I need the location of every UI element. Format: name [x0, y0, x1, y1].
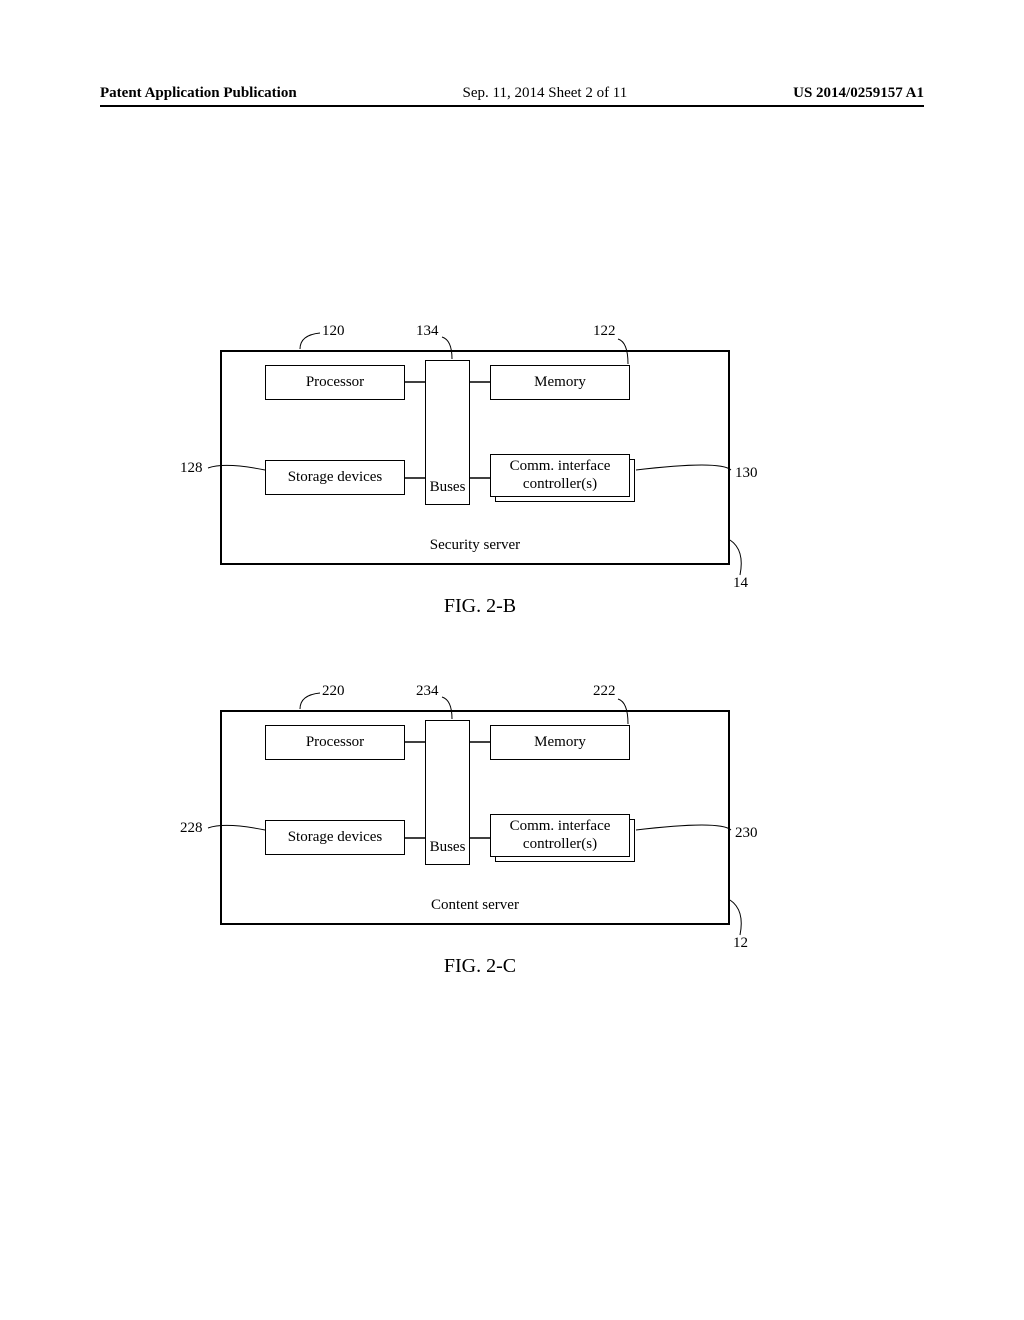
fig2b-processor-label: Processor	[306, 374, 364, 391]
fig2c-processor-label: Processor	[306, 734, 364, 751]
fig2b-memory-label: Memory	[534, 374, 586, 391]
fig2b-memory-box: Memory	[490, 365, 630, 400]
page-header: Patent Application Publication Sep. 11, …	[100, 85, 924, 107]
fig2c-memory-label: Memory	[534, 734, 586, 751]
fig2c-processor-box: Processor	[265, 725, 405, 760]
fig2c-comm-label-1: Comm. interface	[510, 818, 611, 835]
fig2c-ref-memory: 222	[593, 683, 616, 700]
fig2b-comm-label-2: controller(s)	[523, 476, 597, 493]
fig2b-buses-label: Buses	[430, 479, 466, 496]
patent-page: Patent Application Publication Sep. 11, …	[0, 0, 1024, 1320]
fig2c-comm-box: Comm. interface controller(s)	[490, 814, 630, 857]
fig2b-storage-box: Storage devices	[265, 460, 405, 495]
fig2b-ref-memory: 122	[593, 323, 616, 340]
header-right: US 2014/0259157 A1	[793, 85, 924, 102]
fig2c-ref-outer: 12	[733, 935, 748, 952]
fig2b-ref-outer: 14	[733, 575, 748, 592]
fig2b-ref-processor: 120	[322, 323, 345, 340]
fig2b-comm-label-1: Comm. interface	[510, 458, 611, 475]
fig2c-ref-processor: 220	[322, 683, 345, 700]
header-center: Sep. 11, 2014 Sheet 2 of 11	[463, 85, 628, 102]
fig2c-storage-label: Storage devices	[288, 829, 383, 846]
fig2b-ref-storage: 128	[180, 460, 203, 477]
fig2c-ref-comm: 230	[735, 825, 758, 842]
fig2c-ref-storage: 228	[180, 820, 203, 837]
fig2b-outer-label: Security server	[220, 537, 730, 554]
fig2c-buses-label: Buses	[430, 839, 466, 856]
fig2c-memory-box: Memory	[490, 725, 630, 760]
fig2b-ref-buses: 134	[416, 323, 439, 340]
fig2c-buses-box: Buses	[425, 720, 470, 865]
fig2c-caption: FIG. 2-C	[380, 955, 580, 978]
fig2c-comm-label-2: controller(s)	[523, 836, 597, 853]
fig2b-caption: FIG. 2-B	[380, 595, 580, 618]
fig2b-storage-label: Storage devices	[288, 469, 383, 486]
fig2c-ref-buses: 234	[416, 683, 439, 700]
fig2c-connectors	[0, 0, 1024, 1320]
fig2b-ref-comm: 130	[735, 465, 758, 482]
fig2b-processor-box: Processor	[265, 365, 405, 400]
fig2b-buses-box: Buses	[425, 360, 470, 505]
fig2b-connectors	[0, 0, 1024, 1320]
fig2c-outer-label: Content server	[220, 897, 730, 914]
fig2c-storage-box: Storage devices	[265, 820, 405, 855]
fig2b-comm-box: Comm. interface controller(s)	[490, 454, 630, 497]
header-left: Patent Application Publication	[100, 85, 297, 102]
